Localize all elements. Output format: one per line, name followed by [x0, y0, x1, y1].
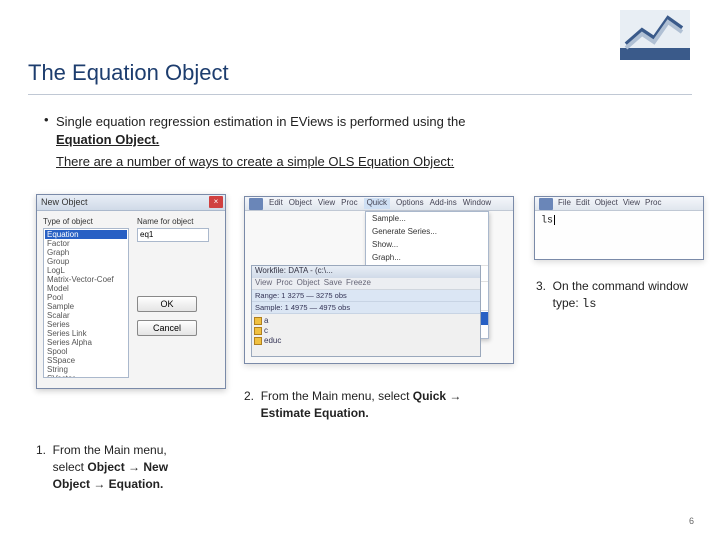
toolbar-item[interactable]: View: [255, 278, 272, 289]
workfile-items[interactable]: aceduc: [252, 314, 480, 347]
menu-item[interactable]: View: [318, 198, 335, 209]
cancel-button[interactable]: Cancel: [137, 320, 197, 336]
toolbar-item[interactable]: Freeze: [346, 278, 371, 289]
caption-2: 2. From the Main menu, select Quick → Es…: [244, 388, 494, 422]
main-menubar[interactable]: Edit Object View Proc Quick Options Add-ins Win…: [245, 197, 513, 211]
menu-item[interactable]: Edit: [269, 198, 283, 209]
workfile-window: Workfile: DATA - (c:\... View Proc Object S…: [251, 265, 481, 357]
workfile-toolbar[interactable]: View Proc Object Save Freeze: [252, 278, 480, 290]
bullet-text-1b: Equation Object.: [56, 130, 159, 150]
toolbar-item[interactable]: Object: [297, 278, 320, 289]
workfile-range: Range: 1 3275 — 3275 obs: [252, 290, 480, 302]
list-item[interactable]: Pool: [45, 293, 127, 302]
list-item[interactable]: Equation: [45, 230, 127, 239]
dropdown-item[interactable]: Graph...: [366, 251, 488, 264]
caption-3: 3. On the command window type: ls: [536, 278, 716, 313]
menu-item[interactable]: File: [558, 198, 571, 209]
workfile-object[interactable]: educ: [254, 336, 478, 345]
menu-item[interactable]: Window: [463, 198, 491, 209]
app-icon: [249, 198, 263, 210]
close-icon[interactable]: ×: [209, 196, 223, 208]
command-menubar[interactable]: File Edit Object View Proc: [535, 197, 703, 211]
list-item[interactable]: LogL: [45, 266, 127, 275]
list-item[interactable]: Model: [45, 284, 127, 293]
toolbar-item[interactable]: Save: [324, 278, 342, 289]
dialog-titlebar: New Object ×: [37, 195, 225, 211]
list-item[interactable]: Series Link: [45, 329, 127, 338]
list-item[interactable]: Sample: [45, 302, 127, 311]
list-item[interactable]: Spool: [45, 347, 127, 356]
menu-item[interactable]: Object: [289, 198, 312, 209]
name-label: Name for object: [137, 217, 219, 226]
menu-item[interactable]: Edit: [576, 198, 590, 209]
object-type-list[interactable]: EquationFactorGraphGroupLogLMatrix-Vecto…: [43, 228, 129, 378]
bullet-text-2: There are a number of ways to create a s…: [56, 152, 454, 172]
command-window-panel: File Edit Object View Proc ls: [534, 196, 704, 260]
menu-item[interactable]: Proc: [341, 198, 357, 209]
workfile-object[interactable]: c: [254, 326, 478, 335]
workfile-sample: Sample: 1 4975 — 4975 obs: [252, 302, 480, 314]
app-icon: [539, 198, 553, 210]
bullet-text-1: Single equation regression estimation in…: [56, 112, 466, 132]
dropdown-item[interactable]: Show...: [366, 238, 488, 251]
list-item[interactable]: Scalar: [45, 311, 127, 320]
list-item[interactable]: SVector: [45, 374, 127, 378]
list-item[interactable]: Series Alpha: [45, 338, 127, 347]
list-item[interactable]: Graph: [45, 248, 127, 257]
menu-item[interactable]: Proc: [645, 198, 661, 209]
list-item[interactable]: Factor: [45, 239, 127, 248]
command-input[interactable]: ls: [535, 211, 703, 231]
page-title: The Equation Object: [28, 60, 229, 86]
dropdown-item[interactable]: Sample...: [366, 212, 488, 225]
quick-menu-panel: Edit Object View Proc Quick Options Add-ins Win…: [244, 196, 514, 364]
workfile-title: Workfile: DATA - (c:\...: [252, 266, 480, 278]
new-object-dialog: New Object × Type of object EquationFact…: [36, 194, 226, 389]
list-item[interactable]: Matrix-Vector-Coef: [45, 275, 127, 284]
list-item[interactable]: SSpace: [45, 356, 127, 365]
menu-item[interactable]: Object: [595, 198, 618, 209]
menu-item[interactable]: Add-ins: [430, 198, 457, 209]
menu-item[interactable]: Options: [396, 198, 424, 209]
toolbar-item[interactable]: Proc: [276, 278, 292, 289]
caption-1: 1. From the Main menu, select Object → N…: [36, 442, 236, 492]
menu-item[interactable]: Quick: [364, 198, 390, 209]
list-item[interactable]: String: [45, 365, 127, 374]
ok-button[interactable]: OK: [137, 296, 197, 312]
menu-item[interactable]: View: [623, 198, 640, 209]
workfile-object[interactable]: a: [254, 316, 478, 325]
logo: [620, 10, 690, 60]
list-item[interactable]: Series: [45, 320, 127, 329]
object-name-input[interactable]: eq1: [137, 228, 209, 242]
title-divider: [28, 94, 692, 95]
page-number: 6: [689, 516, 694, 526]
bullet-dot: •: [44, 112, 49, 127]
list-item[interactable]: Group: [45, 257, 127, 266]
type-label: Type of object: [43, 217, 129, 226]
dropdown-item[interactable]: Generate Series...: [366, 225, 488, 238]
